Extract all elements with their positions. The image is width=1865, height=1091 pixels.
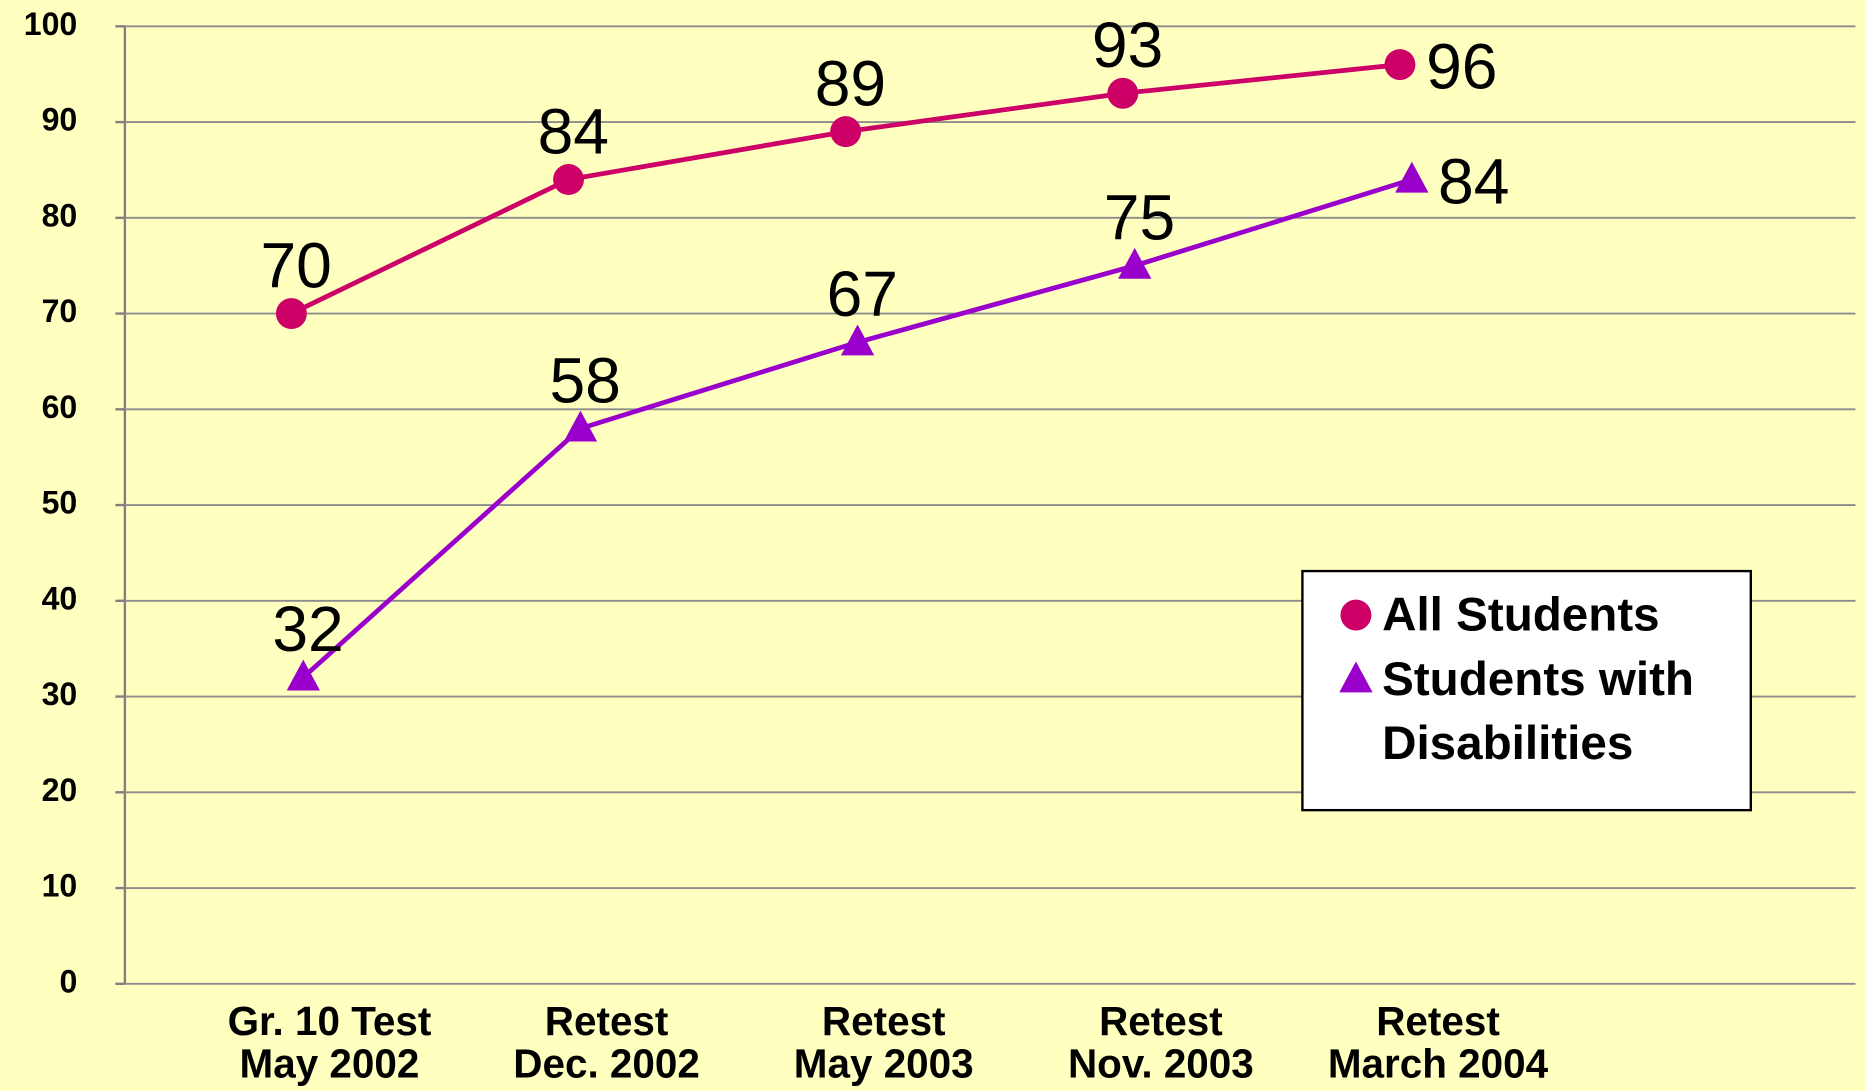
legend-label: Students with Disabilities <box>1382 653 1694 770</box>
x-tick-label: March 2004 <box>1328 1041 1549 1087</box>
data-label: 32 <box>272 593 343 665</box>
point <box>1107 77 1139 109</box>
y-tick-label: 30 <box>42 676 78 712</box>
x-tick-label: May 2002 <box>240 1041 420 1087</box>
y-tick-label: 10 <box>42 868 78 904</box>
point <box>1384 49 1416 81</box>
point <box>1339 661 1373 693</box>
y-tick-label: 40 <box>42 580 78 616</box>
data-label: 58 <box>549 344 620 416</box>
point <box>275 298 307 330</box>
y-tick-label: 90 <box>42 102 78 138</box>
x-tick-label: May 2003 <box>794 1041 974 1087</box>
point <box>1118 247 1152 279</box>
point <box>840 324 875 356</box>
y-tick-label: 50 <box>42 485 78 521</box>
point <box>1340 599 1372 631</box>
y-tick-label: 80 <box>42 197 78 233</box>
data-label: 67 <box>827 258 898 330</box>
data-label: 84 <box>1438 145 1509 217</box>
legend-entry: All Students <box>1382 588 1660 642</box>
data-label: 70 <box>260 229 331 301</box>
x-tick-label: Dec. 2002 <box>513 1041 700 1087</box>
data-label: 89 <box>815 47 886 119</box>
y-tick-label: 70 <box>42 293 78 329</box>
point <box>553 164 585 195</box>
legend-box <box>1301 569 1753 812</box>
y-tick-label: 20 <box>42 772 78 808</box>
x-tick-label: Retest <box>1099 998 1223 1044</box>
y-tick-label: 100 <box>24 6 78 42</box>
data-label: 84 <box>538 95 609 167</box>
data-label: 75 <box>1104 182 1175 254</box>
point <box>830 116 862 148</box>
data-label: 96 <box>1426 30 1497 102</box>
point <box>563 410 598 442</box>
point <box>1395 161 1429 193</box>
y-tick-label: 0 <box>59 963 77 999</box>
x-tick-label: Nov. 2003 <box>1068 1041 1254 1087</box>
x-tick-label: Retest <box>822 998 946 1044</box>
data-label: 93 <box>1092 9 1163 81</box>
legend-label: All Students <box>1382 588 1660 642</box>
point <box>286 659 320 691</box>
legend-entry: Students with Disabilities <box>1382 653 1694 770</box>
x-tick-label: Gr. 10 Test <box>228 998 432 1044</box>
x-tick-label: Retest <box>1376 998 1500 1044</box>
y-tick-label: 60 <box>42 389 78 425</box>
x-tick-label: Retest <box>545 998 669 1044</box>
